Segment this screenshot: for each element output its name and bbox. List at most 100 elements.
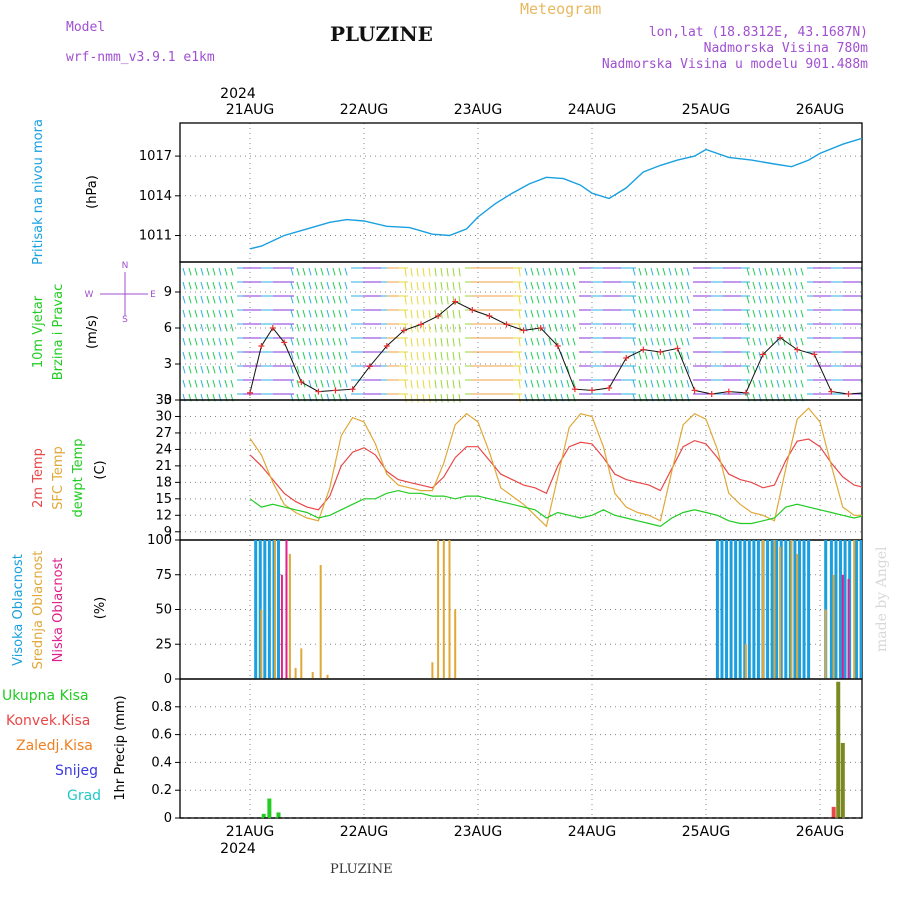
y-tick-label: 15 xyxy=(155,492,172,507)
cloud-bar xyxy=(797,540,801,679)
cloud-bar xyxy=(864,540,867,679)
top-day-label: 25AUG xyxy=(682,102,731,118)
y-tick-label: 33 xyxy=(155,393,172,408)
cloud-bar xyxy=(775,540,779,679)
cloud-bar xyxy=(715,540,719,679)
bottom-day-label: 21AUG xyxy=(226,824,275,840)
cloud-bar xyxy=(319,565,322,679)
precip-axis-title: 1hr Precip (mm) xyxy=(113,695,128,800)
footer-title: PLUZINE xyxy=(330,862,393,877)
y-tick-label: 50 xyxy=(155,603,172,618)
precip-bar xyxy=(261,813,266,818)
top-day-label: 21AUG xyxy=(226,102,275,118)
top-day-label: 26AUG xyxy=(796,102,845,118)
precip-legend-item: Snijeg xyxy=(55,763,98,779)
cloud-bar xyxy=(796,553,799,679)
y-tick-label: 100 xyxy=(147,533,172,548)
cloud-bar xyxy=(854,540,858,679)
page-title: PLUZINE xyxy=(330,22,433,46)
cloud-bar xyxy=(274,540,277,679)
bottom-day-label: 26AUG xyxy=(796,824,845,840)
top-day-label: 24AUG xyxy=(568,102,617,118)
temp-line-1 xyxy=(249,407,862,528)
cloud-bar xyxy=(280,574,283,679)
cloud-bar xyxy=(729,540,733,679)
cloud-bar xyxy=(869,540,872,679)
cloud-bar xyxy=(311,672,314,679)
cloud-bar xyxy=(437,540,440,679)
y-tick-label: 0 xyxy=(164,672,172,687)
temp-line-0 xyxy=(249,438,862,511)
compass-w: W xyxy=(85,290,94,300)
cloud-bar xyxy=(326,674,329,679)
y-tick-label: 0.4 xyxy=(151,755,172,770)
cloud-bar xyxy=(882,540,884,679)
wind-axis-unit: (m/s) xyxy=(85,315,100,349)
pressure-axis-title: Pritisak na nivou mora xyxy=(31,119,46,265)
cloud-axis-low: Niska Oblacnost xyxy=(51,558,66,663)
cloud-bar xyxy=(263,540,267,679)
cloud-bar xyxy=(834,540,838,679)
cloud-bar xyxy=(752,540,756,679)
cloud-bar xyxy=(288,553,291,679)
precip-bar xyxy=(276,812,281,818)
y-tick-label: 30 xyxy=(155,409,172,424)
y-tick-label: 27 xyxy=(155,426,172,441)
cloud-bar xyxy=(720,540,724,679)
panel-frame xyxy=(179,122,863,263)
cloud-bar xyxy=(802,540,806,679)
cloud-axis-high: Visoka Oblacnost xyxy=(11,554,26,666)
cloud-bar xyxy=(431,662,434,679)
precip-bar xyxy=(840,742,845,818)
model-elevation-label: Nadmorska Visina u modelu 901.488m xyxy=(601,57,868,72)
cloud-bar xyxy=(841,574,844,679)
cloud-bar xyxy=(744,644,747,679)
cloud-bar xyxy=(867,554,869,679)
cloud-bar xyxy=(260,609,263,679)
compass-e: E xyxy=(150,290,156,300)
y-tick-label: 9 xyxy=(164,525,172,540)
pressure-axis-unit: (hPa) xyxy=(85,175,100,209)
precip-legend-item: Zaledj.Kisa xyxy=(16,738,93,754)
cloud-bar xyxy=(300,648,303,679)
cloud-bar xyxy=(876,547,878,679)
temp-axis-dewpt: dewpt Temp xyxy=(71,438,86,517)
bottom-day-label: 25AUG xyxy=(682,824,731,840)
precip-legend-item: Grad xyxy=(67,788,101,804)
cloud-bar xyxy=(766,540,770,679)
bottom-day-label: 22AUG xyxy=(340,824,389,840)
y-tick-label: 1017 xyxy=(139,149,172,164)
y-tick-label: 0 xyxy=(164,393,172,408)
precip-legend-item: Ukupna Kisa xyxy=(2,688,89,704)
precip-bar xyxy=(831,806,836,818)
precip-legend-item: Konvek.Kisa xyxy=(6,713,90,729)
cloud-bar xyxy=(779,546,782,679)
cloud-bar xyxy=(847,578,850,679)
bottom-day-label: 24AUG xyxy=(568,824,617,840)
cloud-bar xyxy=(779,540,783,679)
cloud-bar xyxy=(853,540,856,679)
cloud-bar xyxy=(747,540,751,679)
temp-axis-unit: (C) xyxy=(93,460,108,479)
top-year-label: 2024 xyxy=(220,86,256,102)
elevation-label: Nadmorska Visina 780m xyxy=(703,41,868,56)
y-tick-label: 6 xyxy=(164,321,172,336)
cloud-bar xyxy=(454,609,457,679)
precip-bar xyxy=(836,681,841,818)
cloud-bar xyxy=(743,540,747,679)
pressure-line xyxy=(249,138,862,250)
top-day-label: 23AUG xyxy=(454,102,503,118)
cloud-bar xyxy=(756,540,760,679)
precip-bar xyxy=(267,798,272,818)
wind-axis-title: 10m Vjetar xyxy=(31,295,46,368)
wind-barbs xyxy=(182,267,862,403)
compass-n: N xyxy=(122,261,129,271)
model-name: wrf-nmm_v3.9.1 e1km xyxy=(66,50,215,65)
cloud-bar xyxy=(258,540,262,679)
y-tick-label: 21 xyxy=(155,459,172,474)
y-tick-label: 1014 xyxy=(139,189,172,204)
cloud-bar xyxy=(824,609,827,679)
cloud-axis-unit: (%) xyxy=(93,597,108,620)
meteogram-label: Meteogram xyxy=(520,0,602,18)
